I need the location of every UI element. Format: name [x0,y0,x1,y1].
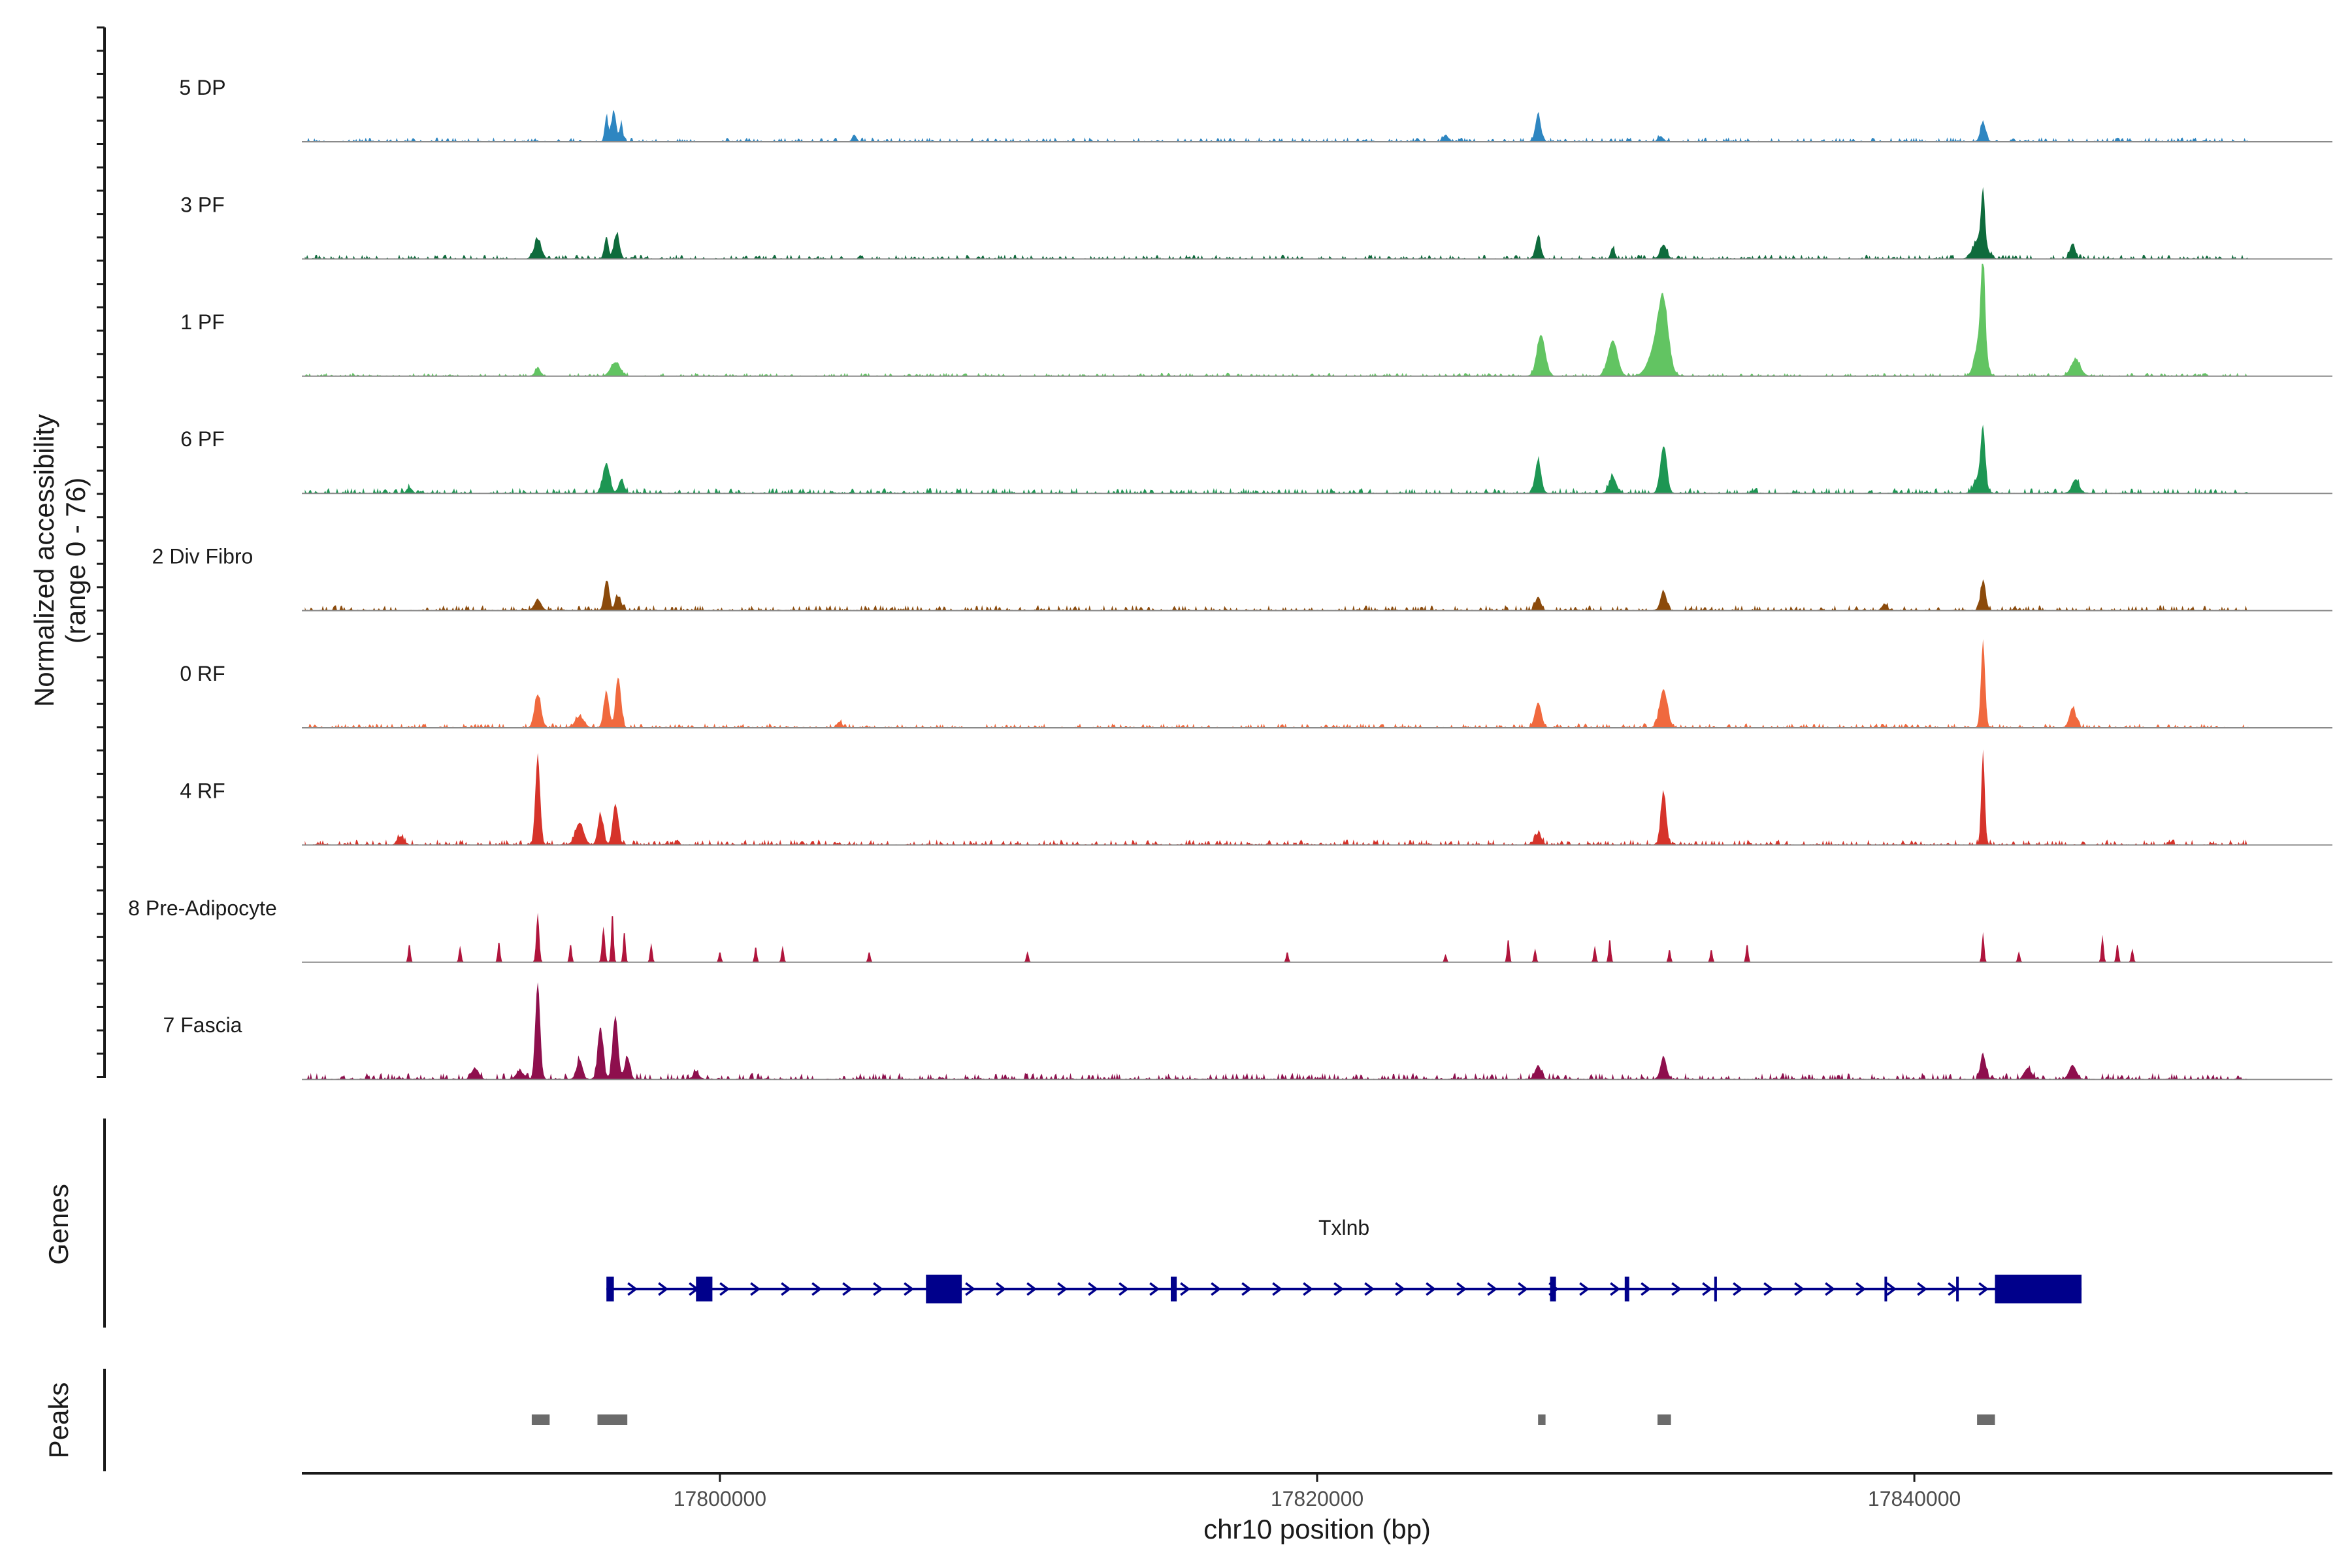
coverage-area [304,187,2249,259]
peak-region [531,1414,550,1425]
gene-annotation-panel: Txlnb [606,1216,2082,1303]
strand-arrow [1702,1282,1713,1296]
exon [926,1275,962,1303]
exon [1714,1277,1717,1301]
track-label: 0 RF [180,662,225,685]
gene-txlnb: Txlnb [606,1216,2082,1303]
strand-arrow [1978,1282,1989,1296]
strand-arrow [1671,1282,1682,1296]
peaks-panel-label: Peaks [43,1382,74,1459]
y-axis-title-line1: Normalized accessibility [29,414,59,707]
track-label: 7 Fascia [163,1013,242,1037]
track-1-pf: 1 PF [180,263,2332,377]
y-axis-title-line2: (range 0 - 76) [60,478,91,644]
genes-panel-label: Genes [43,1184,74,1265]
strand-arrow [1057,1282,1068,1296]
peak-region [1538,1414,1546,1425]
strand-arrow [1088,1282,1099,1296]
strand-arrow [1641,1282,1652,1296]
peak-region [1977,1414,1995,1425]
strand-arrow [1579,1282,1590,1296]
exon [1956,1277,1959,1301]
exon [696,1277,713,1301]
coverage-area [304,982,2249,1080]
strand-arrow [1026,1282,1037,1296]
exon [1995,1275,2082,1303]
coverage-area [304,579,2249,611]
coverage-area [304,639,2249,728]
track-label: 8 Pre-Adipocyte [128,896,277,920]
track-2-div-fibro: 2 Div Fibro [152,545,2332,612]
track-label: 5 DP [179,76,225,99]
track-5-dp: 5 DP [179,76,2332,142]
strand-arrow [781,1282,792,1296]
strand-arrow [1855,1282,1867,1296]
exon [1624,1277,1629,1301]
strand-arrow [1426,1282,1437,1296]
strand-arrow [1272,1282,1283,1296]
strand-arrow [1487,1282,1498,1296]
track-label: 1 PF [180,310,225,334]
strand-arrow [1456,1282,1467,1296]
strand-arrow [1241,1282,1252,1296]
exon [1550,1277,1556,1301]
strand-arrow [1364,1282,1375,1296]
track-7-fascia: 7 Fascia [163,982,2332,1081]
strand-arrow [1733,1282,1744,1296]
track-label: 2 Div Fibro [152,545,253,568]
coverage-area [304,749,2249,845]
exon [1884,1277,1887,1301]
strand-arrow [1395,1282,1406,1296]
x-tick-label: 17840000 [1868,1487,1961,1511]
strand-arrow [1180,1282,1191,1296]
strand-arrow [1794,1282,1805,1296]
x-tick-label: 17800000 [674,1487,766,1511]
coverage-area [304,424,2249,494]
strand-arrow [1917,1282,1928,1296]
strand-arrow [1610,1282,1621,1296]
strand-arrow [1211,1282,1222,1296]
strand-arrow [842,1282,853,1296]
accessibility-tracks: 5 DP 3 PF 1 PF 6 PF 2 Div Fibro 0 RF 4 RF 8 Pre… [128,76,2332,1081]
strand-arrow [873,1282,884,1296]
x-axis-ticks: 17800000 17820000 17840000 [674,1473,1961,1511]
track-6-pf: 6 PF [180,424,2332,495]
strand-arrow [1119,1282,1130,1296]
strand-arrow [965,1282,976,1296]
strand-arrow [811,1282,823,1296]
strand-arrow [1518,1282,1529,1296]
peak-region [1658,1414,1671,1425]
coverage-area [304,263,2249,376]
track-label: 6 PF [180,427,225,451]
track-0-rf: 0 RF [180,639,2332,728]
peaks-panel [531,1414,1995,1425]
coverage-area [304,913,2249,962]
track-3-pf: 3 PF [180,187,2332,260]
gene-name-label: Txlnb [1318,1216,1369,1239]
peak-region [597,1414,628,1425]
strand-arrow [627,1282,638,1296]
coverage-area [304,110,2249,142]
coverage-y-ticks [97,26,105,1078]
strand-arrow [1333,1282,1345,1296]
strand-arrow [1763,1282,1774,1296]
track-label: 4 RF [180,779,225,802]
strand-arrow [1825,1282,1836,1296]
strand-arrow [1303,1282,1314,1296]
strand-arrow [1886,1282,1897,1296]
track-label: 3 PF [180,193,225,216]
x-axis-title: chr10 position (bp) [1203,1514,1431,1544]
strand-arrow [904,1282,915,1296]
track-8-pre-adipocyte: 8 Pre-Adipocyte [128,896,2332,963]
strand-arrow [719,1282,730,1296]
track-4-rf: 4 RF [180,749,2332,846]
exon [1171,1277,1177,1301]
strand-arrow [658,1282,669,1296]
strand-arrow [996,1282,1007,1296]
strand-arrow [750,1282,761,1296]
strand-arrow [1149,1282,1160,1296]
exon [606,1277,614,1301]
x-tick-label: 17820000 [1271,1487,1364,1511]
